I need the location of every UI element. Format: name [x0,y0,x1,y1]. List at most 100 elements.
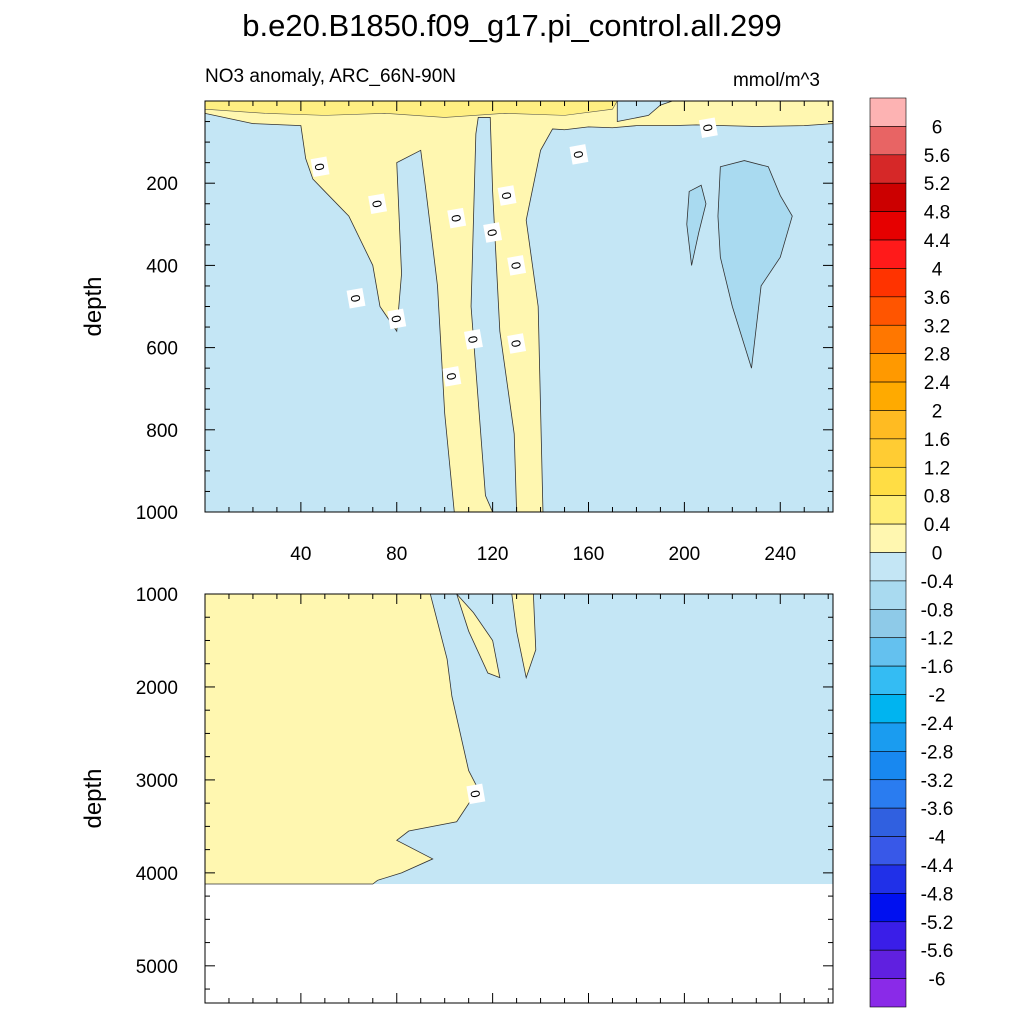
colorbar-label: -4.8 [921,884,954,905]
colorbar-label: -2 [929,686,946,707]
colorbar-label: -3.2 [921,771,954,792]
y-tick-label: 3000 [136,771,178,792]
y-tick-label: 2000 [136,678,178,699]
colorbar-label: 4 [932,259,943,280]
positive-anomaly-region [205,594,479,885]
colorbar-label: 0.8 [924,487,950,508]
contour-label: 0 [448,213,464,223]
colorbar-label: 2 [932,401,943,422]
x-tick-label: 40 [290,544,311,565]
colorbar-swatch [869,694,907,724]
positive-anomaly-band [205,101,618,118]
colorbar-swatch [869,637,907,667]
colorbar-swatch [869,410,907,440]
colorbar-swatch [869,97,907,127]
colorbar-label: -0.4 [921,572,954,593]
colorbar-label: 5.6 [924,146,950,167]
colorbar-swatch [869,864,907,894]
colorbar-label: -6 [929,970,946,991]
contour-label: 0 [369,199,385,209]
chart-subtitle: NO3 anomaly, ARC_66N-90N [205,66,456,87]
contour-label: 0 [388,314,404,324]
colorbar-label: 1.2 [924,458,950,479]
y-axis-label: depth [80,276,107,336]
contour-label: 0 [465,335,481,345]
x-tick-label: 160 [573,544,605,565]
chart-units: mmol/m^3 [733,70,820,91]
y-tick-label: 5000 [136,957,178,978]
contour-label: 0 [508,261,524,271]
colorbar-swatch [869,438,907,468]
y-axis-label: depth [80,768,107,828]
colorbar-swatch [869,466,907,496]
colorbar-swatch [869,779,907,809]
contour-label: 0 [312,162,328,172]
y-tick-label: 1000 [136,503,178,524]
negative-anomaly-patch [717,160,793,369]
colorbar-label: 0.4 [924,515,951,536]
colorbar-swatch [869,268,907,298]
colorbar-label: -0.8 [921,600,954,621]
contour-label: 0 [443,372,459,382]
colorbar-swatch [869,324,907,354]
contour-label: 0 [700,123,716,133]
colorbar-swatch [869,580,907,610]
x-tick-label: 80 [386,544,407,565]
colorbar-label: -1.2 [921,629,954,650]
colorbar-label: 0 [932,544,943,565]
colorbar-swatch [869,722,907,752]
colorbar-label: -4.4 [921,856,954,877]
colorbar-swatch [869,609,907,639]
colorbar-swatch [869,978,907,1008]
colorbar-swatch [869,495,907,525]
positive-anomaly-region [205,101,833,512]
colorbar-label: 3.6 [924,288,950,309]
colorbar-swatch [869,807,907,837]
x-tick-label: 200 [669,544,701,565]
colorbar-label: -1.6 [921,657,954,678]
y-tick-label: 800 [146,421,178,442]
colorbar-swatch [869,665,907,695]
colorbar-swatch [869,239,907,269]
colorbar-label: -4 [929,828,946,849]
y-tick-label: 600 [146,339,178,360]
colorbar-swatch [869,154,907,184]
contour-label: 0 [499,191,515,201]
colorbar-swatch [869,182,907,212]
colorbar-swatch [869,836,907,866]
y-tick-label: 400 [146,256,178,277]
panel-upper: 0 0 0 0 0 0 0 0 0 0 0 0 0 200 400 600 800 1000 40 80 120 160 2… [80,100,834,565]
colorbar-swatch [869,296,907,326]
contour-label: 0 [348,294,364,304]
y-tick-label: 1000 [136,585,178,606]
colorbar-swatch [869,751,907,781]
colorbar-swatch [869,211,907,241]
contour-label: 0 [484,228,500,238]
colorbar-swatch [869,353,907,383]
colorbar: 6 5.6 5.2 4.8 4.4 4 3.6 3.2 2.8 2.4 2 1.6 1.2 0.8 0.4 0… [869,97,954,1008]
chart-title: b.e20.B1850.f09_g17.pi_control.all.299 [242,8,782,43]
colorbar-label: -3.6 [921,799,954,820]
positive-anomaly-region [456,594,501,679]
colorbar-swatch [869,949,907,979]
colorbar-swatch [869,126,907,156]
colorbar-swatch [869,523,907,553]
colorbar-swatch [869,893,907,923]
y-tick-label: 200 [146,174,178,195]
colorbar-label: 1.6 [924,430,950,451]
y-tick-label: 4000 [136,864,178,885]
colorbar-label: -2.8 [921,742,954,763]
plot-frame [204,593,834,1004]
contour-label: 0 [508,339,524,349]
colorbar-label: 6 [932,117,943,138]
x-tick-label: 240 [764,544,796,565]
colorbar-label: 2.4 [924,373,951,394]
contour-label: 0 [570,150,586,160]
colorbar-label: -5.6 [921,941,954,962]
colorbar-label: 3.2 [924,316,950,337]
colorbar-label: -5.2 [921,913,954,934]
positive-anomaly-region [511,594,537,680]
colorbar-label: 5.2 [924,174,950,195]
colorbar-label: 4.4 [924,231,951,252]
